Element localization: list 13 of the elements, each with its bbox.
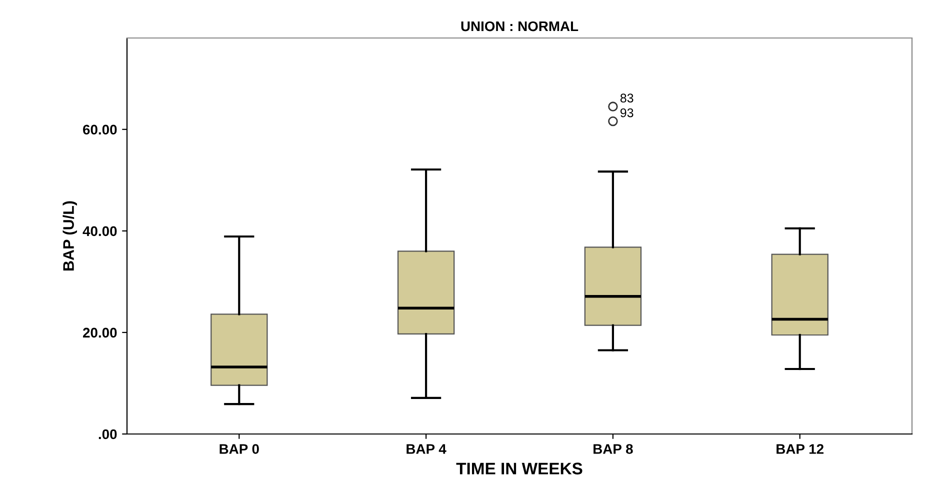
y-tick-label: 40.00 bbox=[82, 226, 117, 236]
x-axis-title: TIME IN WEEKS bbox=[456, 462, 582, 474]
x-tick-label: BAP 8 bbox=[594, 444, 633, 454]
x-tick-label: BAP 0 bbox=[220, 444, 259, 454]
annotation: 93 bbox=[620, 108, 634, 118]
chart-title: UNION : NORMAL bbox=[461, 21, 578, 32]
y-axis-title: BAP (U/L) bbox=[62, 201, 77, 270]
x-tick-label: BAP 12 bbox=[776, 444, 824, 454]
y-tick-label: 60.00 bbox=[83, 124, 117, 135]
x-tick-label: BAP 4 bbox=[406, 444, 446, 454]
y-tick-label: .00 bbox=[98, 429, 117, 440]
annotation: 83 bbox=[620, 94, 634, 102]
y-tick-label: 20.00 bbox=[83, 328, 117, 338]
